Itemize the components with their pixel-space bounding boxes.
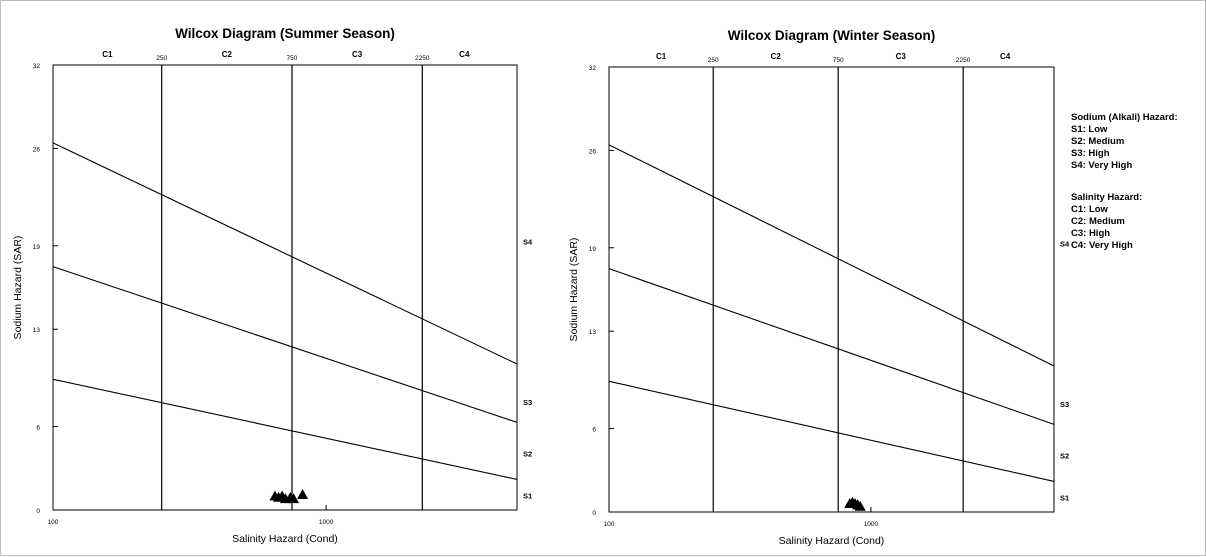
data-point-triangle (854, 500, 866, 511)
y-tick-label: 26 (33, 146, 41, 153)
salinity-legend-item: C2: Medium (1071, 216, 1125, 227)
y-tick-label: 0 (592, 510, 596, 517)
y-tick-label: 0 (36, 508, 40, 515)
salinity-legend-item: C1: Low (1071, 204, 1108, 215)
salinity-legend-item: C3: High (1071, 228, 1111, 239)
sodium-boundary-line (608, 380, 1055, 482)
salinity-class-label: C3 (896, 52, 907, 61)
y-tick-label: 26 (589, 148, 597, 155)
salinity-class-label: C2 (771, 52, 782, 61)
y-tick-label: 19 (589, 246, 597, 253)
sodium-class-label: S3 (1060, 400, 1069, 409)
chart-title: Wilcox Diagram (Winter Season) (728, 28, 936, 43)
sodium-legend-item: S2: Medium (1071, 136, 1125, 147)
data-point-triangle (288, 493, 300, 504)
y-tick-label: 6 (36, 425, 40, 432)
sodium-legend-title: Sodium (Alkali) Hazard: (1071, 112, 1178, 123)
sodium-boundary-line (52, 378, 518, 480)
salinity-class-label: C4 (1000, 52, 1011, 61)
salinity-class-label: C1 (102, 50, 113, 59)
y-tick-label: 19 (33, 244, 41, 251)
x-tick-label: 100 (604, 521, 615, 528)
sodium-boundary-line (52, 142, 518, 365)
salinity-legend-item: C4: Very High (1071, 240, 1133, 251)
sodium-class-label: S4 (1060, 240, 1070, 249)
boundary-label: 250 (708, 57, 719, 64)
sodium-class-label: S2 (1060, 452, 1069, 461)
salinity-class-label: C2 (222, 50, 233, 59)
x-axis-label: Salinity Hazard (Cond) (779, 535, 885, 547)
legend: Sodium (Alkali) Hazard: S1: Low S2: Medi… (1071, 112, 1178, 272)
sodium-class-label: S4 (523, 238, 533, 247)
boundary-label: 2250 (415, 55, 430, 62)
sodium-legend: Sodium (Alkali) Hazard: S1: Low S2: Medi… (1071, 112, 1178, 172)
sodium-class-label: S3 (523, 398, 532, 407)
salinity-class-label: C4 (459, 50, 470, 59)
sodium-legend-item: S4: Very High (1071, 160, 1133, 171)
y-tick-label: 13 (589, 329, 597, 336)
boundary-label: 750 (287, 55, 298, 62)
sodium-legend-item: S3: High (1071, 148, 1110, 159)
y-tick-label: 13 (33, 327, 41, 334)
sodium-class-label: S2 (523, 450, 532, 459)
salinity-legend: Salinity Hazard: C1: Low C2: Medium C3: … (1071, 192, 1178, 252)
x-tick-label: 1000 (864, 521, 879, 528)
sodium-boundary-line (52, 266, 518, 423)
x-tick-label: 100 (48, 519, 59, 526)
salinity-class-label: C3 (352, 50, 363, 59)
salinity-legend-title: Salinity Hazard: (1071, 192, 1143, 203)
salinity-class-label: C1 (656, 52, 667, 61)
x-tick-label: 1000 (319, 519, 334, 526)
plot-frame (52, 64, 518, 511)
data-point-triangle (297, 489, 309, 500)
y-axis-label: Sodium Hazard (SAR) (568, 238, 580, 342)
y-tick-label: 32 (33, 63, 41, 70)
sodium-legend-item: S1: Low (1071, 124, 1108, 135)
boundary-label: 750 (833, 57, 844, 64)
plot-frame (608, 66, 1055, 513)
chart-title: Wilcox Diagram (Summer Season) (175, 26, 395, 41)
sodium-boundary-line (608, 268, 1055, 425)
sodium-boundary-line (608, 144, 1055, 367)
y-tick-label: 6 (592, 427, 596, 434)
sodium-class-label: S1 (1060, 493, 1069, 502)
y-tick-label: 32 (589, 65, 597, 72)
sodium-class-label: S1 (523, 491, 532, 500)
x-axis-label: Salinity Hazard (Cond) (232, 533, 338, 545)
boundary-label: 250 (156, 55, 167, 62)
y-axis-label: Sodium Hazard (SAR) (12, 236, 24, 340)
boundary-label: 2250 (956, 57, 971, 64)
